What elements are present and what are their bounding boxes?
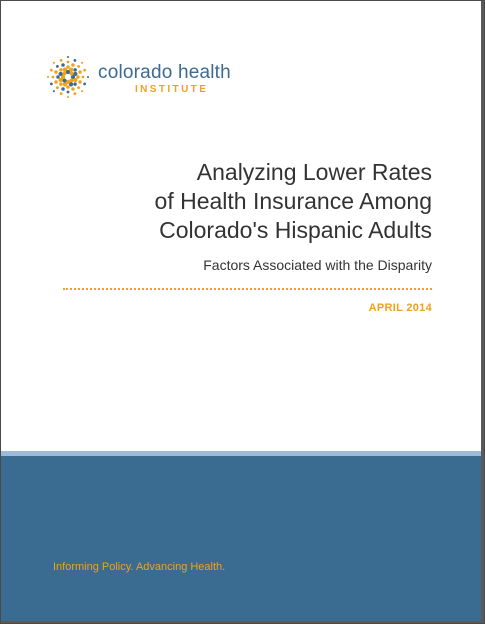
footer-tagline: Informing Policy. Advancing Health. — [53, 561, 226, 573]
starburst-logo-icon — [46, 55, 90, 99]
report-subtitle: Factors Associated with the Disparity — [203, 257, 432, 273]
logo-subtitle: INSTITUTE — [135, 84, 209, 95]
footer-band — [1, 456, 484, 623]
dotted-divider — [63, 288, 432, 290]
logo-name: colorado health — [98, 62, 231, 83]
report-title: Analyzing Lower Rates of Health Insuranc… — [155, 158, 432, 245]
report-title-line: Analyzing Lower Rates — [196, 159, 432, 185]
logo-wordmark: colorado health INSTITUTE — [98, 63, 231, 96]
report-date: APRIL 2014 — [368, 302, 432, 314]
report-title-line: Colorado's Hispanic Adults — [159, 217, 432, 243]
footer-band-accent — [1, 451, 484, 456]
report-title-line: of Health Insurance Among — [154, 188, 432, 214]
